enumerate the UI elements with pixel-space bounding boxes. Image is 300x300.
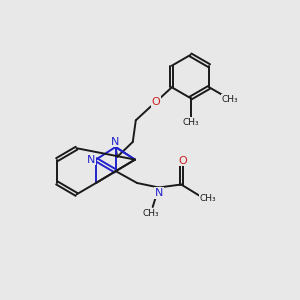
Text: N: N xyxy=(86,154,95,165)
Text: CH₃: CH₃ xyxy=(200,194,217,203)
Text: N: N xyxy=(154,188,163,198)
Text: O: O xyxy=(178,155,187,166)
Text: N: N xyxy=(111,136,120,147)
Text: CH₃: CH₃ xyxy=(222,95,238,104)
Text: O: O xyxy=(152,97,161,107)
Text: CH₃: CH₃ xyxy=(182,118,199,127)
Text: CH₃: CH₃ xyxy=(143,209,160,218)
